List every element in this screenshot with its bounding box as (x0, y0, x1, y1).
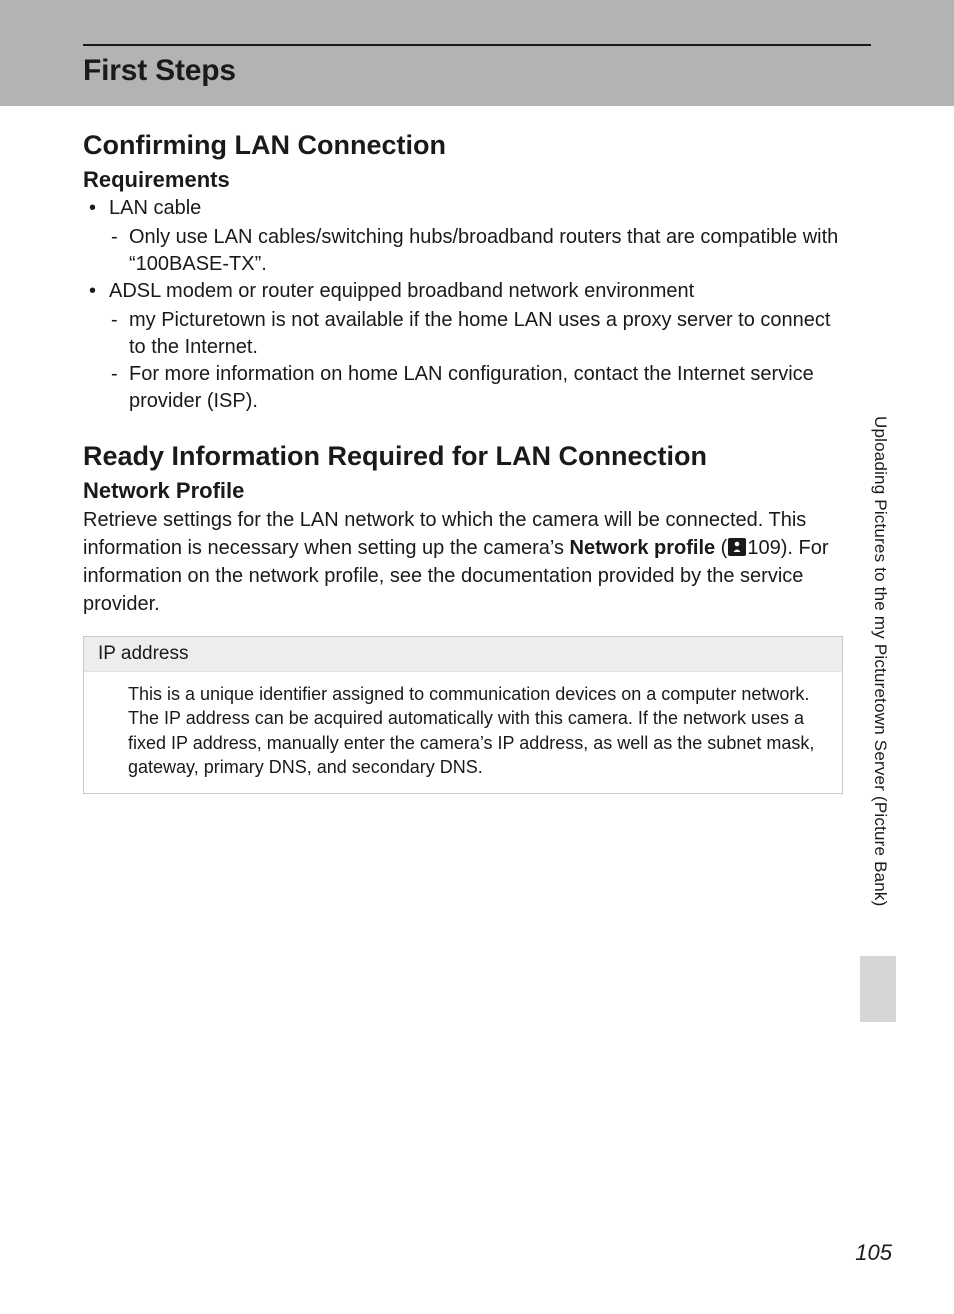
infobox-body: This is a unique identifier assigned to … (84, 672, 842, 793)
side-tab (860, 956, 896, 1022)
section-title-confirming: Confirming LAN Connection (83, 130, 843, 161)
bullet-text: LAN cable (109, 197, 201, 219)
side-caption: Uploading Pictures to the my Picturetown… (868, 416, 890, 940)
requirements-list: LAN cable Only use LAN cables/switching … (83, 195, 843, 415)
sub-list-item: Only use LAN cables/switching hubs/broad… (109, 224, 843, 278)
ref-page-number: 109 (747, 537, 780, 559)
chapter-title: First Steps (83, 54, 871, 88)
page: First Steps Confirming LAN Connection Re… (0, 0, 954, 1314)
section-ready-info: Ready Information Required for LAN Conne… (83, 441, 843, 794)
content-area: Confirming LAN Connection Requirements L… (83, 130, 843, 794)
network-profile-paragraph: Retrieve settings for the LAN network to… (83, 506, 843, 618)
ip-address-infobox: IP address This is a unique identifier a… (83, 636, 843, 794)
para-text: ( (715, 537, 727, 559)
sub-list-item: my Picturetown is not available if the h… (109, 307, 843, 361)
sub-list-item: For more information on home LAN configu… (109, 361, 843, 415)
bullet-text: ADSL modem or router equipped broadband … (109, 280, 694, 302)
para-bold: Network profile (570, 537, 716, 559)
sub-list: my Picturetown is not available if the h… (109, 307, 843, 415)
header-inner: First Steps (83, 44, 871, 88)
page-number: 105 (855, 1240, 892, 1266)
list-item: ADSL modem or router equipped broadband … (83, 278, 843, 415)
section-subtitle-requirements: Requirements (83, 167, 843, 193)
list-item: LAN cable Only use LAN cables/switching … (83, 195, 843, 278)
page-ref-icon (728, 538, 746, 556)
section-subtitle-network-profile: Network Profile (83, 478, 843, 504)
header-band: First Steps (0, 0, 954, 106)
section-title-ready: Ready Information Required for LAN Conne… (83, 441, 843, 472)
infobox-header: IP address (84, 637, 842, 672)
sub-list: Only use LAN cables/switching hubs/broad… (109, 224, 843, 278)
